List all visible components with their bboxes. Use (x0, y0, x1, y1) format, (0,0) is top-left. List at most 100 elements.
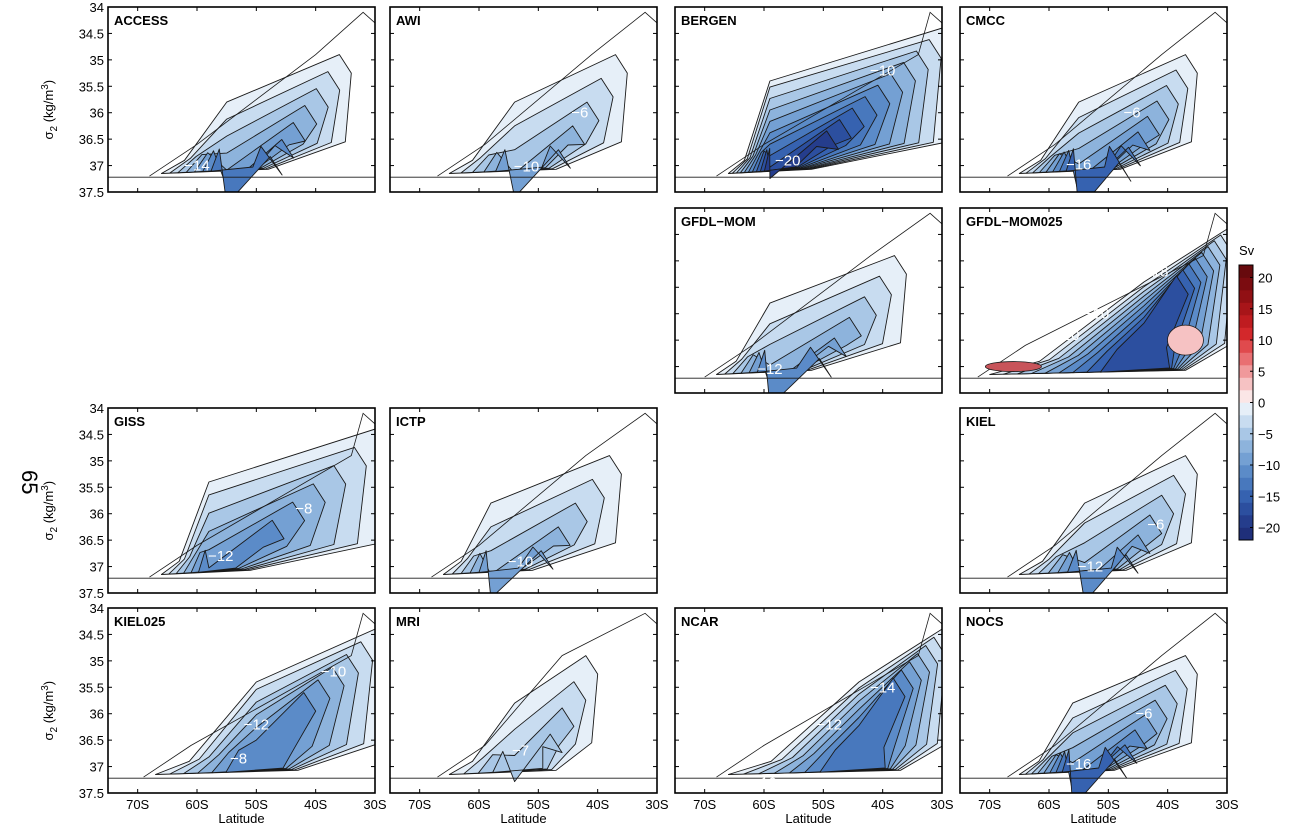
colorbar-swatch (1239, 427, 1253, 441)
colorbar-swatch (1239, 340, 1253, 353)
page-number: 65 (17, 470, 42, 494)
x-tick-label: 50S (245, 797, 268, 812)
zero-contour (149, 11, 375, 177)
zero-contour (437, 11, 657, 177)
contour-level (1099, 275, 1189, 373)
panel-title: ACCESS (114, 13, 169, 28)
panel-frame (107, 6, 376, 193)
x-tick-label: 30S (363, 797, 386, 812)
colorbar-swatch (1239, 352, 1253, 366)
colorbar-swatch (1239, 502, 1253, 516)
colorbar-units: Sv (1239, 243, 1255, 258)
contour-field: −12 (675, 208, 942, 393)
contour-label: −12 (208, 548, 233, 565)
contour-level (1037, 699, 1168, 774)
contour-level (1038, 494, 1175, 575)
colorbar-swatch (1239, 402, 1253, 416)
contour-label: −10 (1054, 327, 1079, 344)
contour-label: −20 (775, 152, 800, 169)
zero-contour (716, 11, 942, 177)
contour-label: −6 (1147, 516, 1164, 533)
contour-label: −16 (1066, 157, 1091, 174)
x-tick-label: 70S (126, 797, 149, 812)
panel-title: NCAR (681, 614, 719, 629)
colorbar-swatch (1239, 440, 1253, 453)
positive-cell (1167, 324, 1204, 356)
zero-contour (704, 212, 942, 378)
contour-field: −20 −10 (675, 7, 942, 192)
contour-label: −8 (295, 500, 312, 517)
contour-field: −7 (390, 608, 657, 793)
contour-level (732, 296, 877, 375)
zero-contour (143, 612, 375, 778)
x-tick-label: 40S (871, 797, 894, 812)
x-tick-label: 60S (752, 797, 775, 812)
colorbar-tick-label: 10 (1258, 333, 1272, 348)
contour-level (759, 119, 852, 172)
panel-title: GFDL−MOM (681, 214, 756, 229)
y-tick-label: 35.5 (79, 680, 104, 695)
contour-level (1061, 746, 1128, 793)
contour-level (460, 502, 588, 574)
x-tick-label: 50S (812, 797, 835, 812)
x-tick-label: 60S (1037, 797, 1060, 812)
contour-label: −7 (512, 743, 529, 760)
panel-frame (674, 207, 943, 394)
y-tick-label: 35 (90, 454, 104, 469)
contour-field: −10 (390, 408, 657, 593)
panel-ictp: −10 ICTP (389, 407, 658, 594)
y-tick-label: 35.5 (79, 480, 104, 495)
y-tick-label: 34 (90, 601, 104, 616)
x-tick-label: 60S (185, 797, 208, 812)
x-tick-label: 70S (978, 797, 1001, 812)
contour-label: −10 (514, 159, 539, 176)
y-tick-label: 36.5 (79, 733, 104, 748)
colorbar-swatch (1239, 365, 1253, 378)
contour-label: −6 (1135, 706, 1152, 723)
zero-contour (431, 412, 657, 578)
y-tick-label: 34.5 (79, 26, 104, 41)
contour-label: −18 (1143, 263, 1168, 280)
contour-level (1067, 546, 1139, 593)
contour-field: −12 −6 (960, 408, 1227, 593)
zero-contour (1007, 11, 1227, 177)
zero-contour (1007, 412, 1227, 578)
x-tick-label: 40S (304, 797, 327, 812)
panel-frame (959, 6, 1228, 193)
panel-awi: −10 −6 AWI (389, 6, 658, 193)
panel-title: BERGEN (681, 13, 737, 28)
contour-field: −16 −6 (960, 608, 1227, 793)
contour-label: −10 (1084, 306, 1109, 323)
contour-level (177, 88, 329, 174)
contour-label: −8 (230, 751, 247, 768)
panel-frame (959, 607, 1228, 794)
x-tick-label: 70S (693, 797, 716, 812)
panel-frame (389, 607, 658, 794)
zero-contour (437, 612, 657, 778)
panel-ncar: −14 −12 −10 NCAR (674, 607, 943, 794)
x-axes-group: 70S 60S 50S 40S 30S Latitude 70S 60S 50S 40S 30S La… (126, 797, 1239, 826)
panel-nocs: −16 −6 NOCS (959, 607, 1228, 794)
contour-label: −10 (870, 62, 895, 79)
panel-mri: −7 MRI (389, 607, 658, 794)
contour-label: −6 (571, 105, 588, 122)
panel-title: ICTP (396, 414, 426, 429)
colorbar-swatch (1239, 377, 1253, 391)
zero-contour (1007, 612, 1227, 778)
x-tick-label: 30S (1215, 797, 1238, 812)
contour-field: −14 −12 −10 (675, 608, 942, 793)
panel-kiel025: −10 −12 −8 KIEL025 (107, 607, 376, 794)
colorbar-tick-label: 20 (1258, 271, 1272, 286)
panel-title: KIEL025 (114, 614, 165, 629)
panel-title: MRI (396, 614, 420, 629)
panels-group: −14ACCESS−10−6AWI−20−10BERGEN−16−6CMCC−1… (107, 6, 1228, 794)
panel-frame (389, 407, 658, 594)
y-tick-label: 36 (90, 707, 104, 722)
x-axis-label: Latitude (218, 811, 264, 826)
y-tick-label: 36 (90, 106, 104, 121)
panel-frame (959, 207, 1228, 394)
x-axis-label: Latitude (1070, 811, 1116, 826)
panel-frame (107, 607, 376, 794)
colorbar-swatch (1239, 327, 1253, 341)
contour-level (225, 692, 317, 773)
